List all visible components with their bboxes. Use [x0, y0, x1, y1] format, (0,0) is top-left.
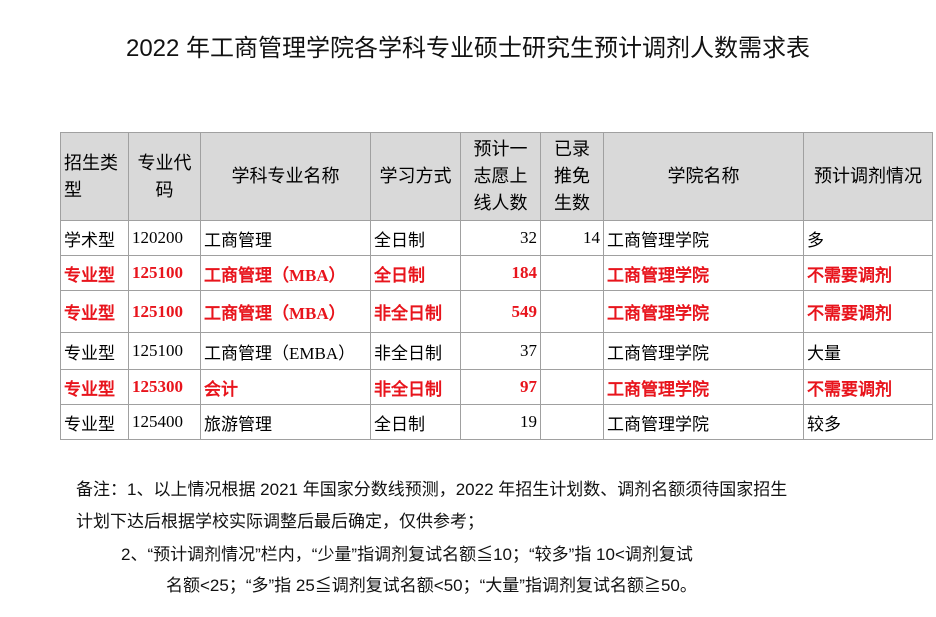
header-text: 预计一志愿上线人数 — [473, 139, 528, 213]
table-cell: 125400 — [128, 404, 201, 440]
table-cell — [540, 332, 604, 370]
table-cell: 工商管理（MBA） — [200, 290, 371, 333]
table-cell: 专业型 — [60, 404, 129, 440]
table-cell — [540, 404, 604, 440]
table-cell: 大量 — [803, 332, 933, 370]
table-cell: 125100 — [128, 255, 201, 291]
note: 2、“预计调剂情况”栏内，“少量”指调剂复试名额≦10；“较多”指 10<调剂复… — [121, 545, 693, 564]
table-cell: 19 — [460, 404, 541, 440]
table-cell: 32 — [460, 220, 541, 256]
table-cell — [540, 255, 604, 291]
table-cell: 不需要调剂 — [803, 290, 933, 333]
table-cell: 较多 — [803, 404, 933, 440]
table-row: 专业型 125400 旅游管理 全日制 19 工商管理学院 较多 — [60, 404, 933, 440]
table-cell: 非全日制 — [370, 332, 461, 370]
table-cell: 全日制 — [370, 404, 461, 440]
header-text: 学院名称 — [667, 166, 740, 186]
title: 2022 年工商管理学院各学科专业硕士研究生预计调剂人数需求表 — [125, 35, 811, 62]
table-cell: 专业型 — [60, 290, 129, 333]
table-cell: 工商管理学院 — [603, 332, 804, 370]
header-cell: 学院名称 — [603, 132, 804, 221]
table-row: 专业型 125300 会计 非全日制 97 工商管理学院 不需要调剂 — [60, 369, 933, 405]
header-text: 招生类型 — [64, 152, 118, 200]
table-cell: 非全日制 — [370, 290, 461, 333]
table-cell: 会计 — [200, 369, 371, 405]
header-cell: 专业代码 — [128, 132, 201, 221]
table-cell: 工商管理学院 — [603, 404, 804, 440]
table-cell: 549 — [460, 290, 541, 333]
table-row: 专业型 125100 工商管理（EMBA） 非全日制 37 工商管理学院 大量 — [60, 332, 933, 370]
note: 计划下达后根据学校实际调整后最后确定，仅供参考； — [76, 512, 484, 531]
table-cell: 工商管理学院 — [603, 369, 804, 405]
header-cell: 预计调剂情况 — [803, 132, 933, 221]
table-cell: 工商管理（EMBA） — [200, 332, 371, 370]
table-cell: 125100 — [128, 332, 201, 370]
table-cell: 工商管理学院 — [603, 255, 804, 291]
table-cell: 工商管理 — [200, 220, 371, 256]
header-cell: 已录推免生数 — [540, 132, 604, 221]
table-row: 专业型 125100 工商管理（MBA） 非全日制 549 工商管理学院 不需要调剂 — [60, 290, 933, 333]
table-cell: 工商管理学院 — [603, 290, 804, 333]
header-text: 专业代码 — [137, 152, 192, 200]
table-cell: 14 — [540, 220, 604, 256]
table-cell: 工商管理学院 — [603, 220, 804, 256]
table-cell: 全日制 — [370, 220, 461, 256]
table-cell: 学术型 — [60, 220, 129, 256]
table-cell: 专业型 — [60, 369, 129, 405]
table-cell: 非全日制 — [370, 369, 461, 405]
header-cell: 学习方式 — [370, 132, 461, 221]
table-cell: 不需要调剂 — [803, 369, 933, 405]
note: 备注：1、以上情况根据 2021 年国家分数线预测，2022 年招生计划数、调剂… — [76, 480, 788, 499]
table-row: 专业型 125100 工商管理（MBA） 全日制 184 工商管理学院 不需要调剂 — [60, 255, 933, 291]
header-text: 学习方式 — [379, 166, 452, 186]
header-cell: 学科专业名称 — [200, 132, 371, 221]
header-cell: 招生类型 — [60, 132, 129, 221]
table-cell: 不需要调剂 — [803, 255, 933, 291]
table-cell: 184 — [460, 255, 541, 291]
table-cell — [540, 290, 604, 333]
header-cell: 预计一志愿上线人数 — [460, 132, 541, 221]
table-cell: 120200 — [128, 220, 201, 256]
table-cell: 专业型 — [60, 255, 129, 291]
table-cell: 旅游管理 — [200, 404, 371, 440]
note: 名额<25；“多”指 25≦调剂复试名额<50；“大量”指调剂复试名额≧50。 — [166, 576, 697, 595]
table-cell: 125300 — [128, 369, 201, 405]
header-text: 预计调剂情况 — [814, 166, 922, 186]
table-cell: 全日制 — [370, 255, 461, 291]
table-cell: 工商管理（MBA） — [200, 255, 371, 291]
table-cell — [540, 369, 604, 405]
table-row: 学术型 120200 工商管理 全日制 32 14 工商管理学院多 — [60, 220, 933, 256]
header-text: 已录推免生数 — [554, 139, 590, 213]
header-text: 学科专业名称 — [231, 166, 340, 186]
table: 招生类型 专业代码 学科专业名称 学习方式 预计一志愿上线人数 已录推免生数 学院名称 预计调… — [60, 132, 933, 440]
table-cell: 多 — [803, 220, 933, 256]
table-cell: 37 — [460, 332, 541, 370]
table-cell: 125100 — [128, 290, 201, 333]
table-cell: 专业型 — [60, 332, 129, 370]
table-cell: 97 — [460, 369, 541, 405]
